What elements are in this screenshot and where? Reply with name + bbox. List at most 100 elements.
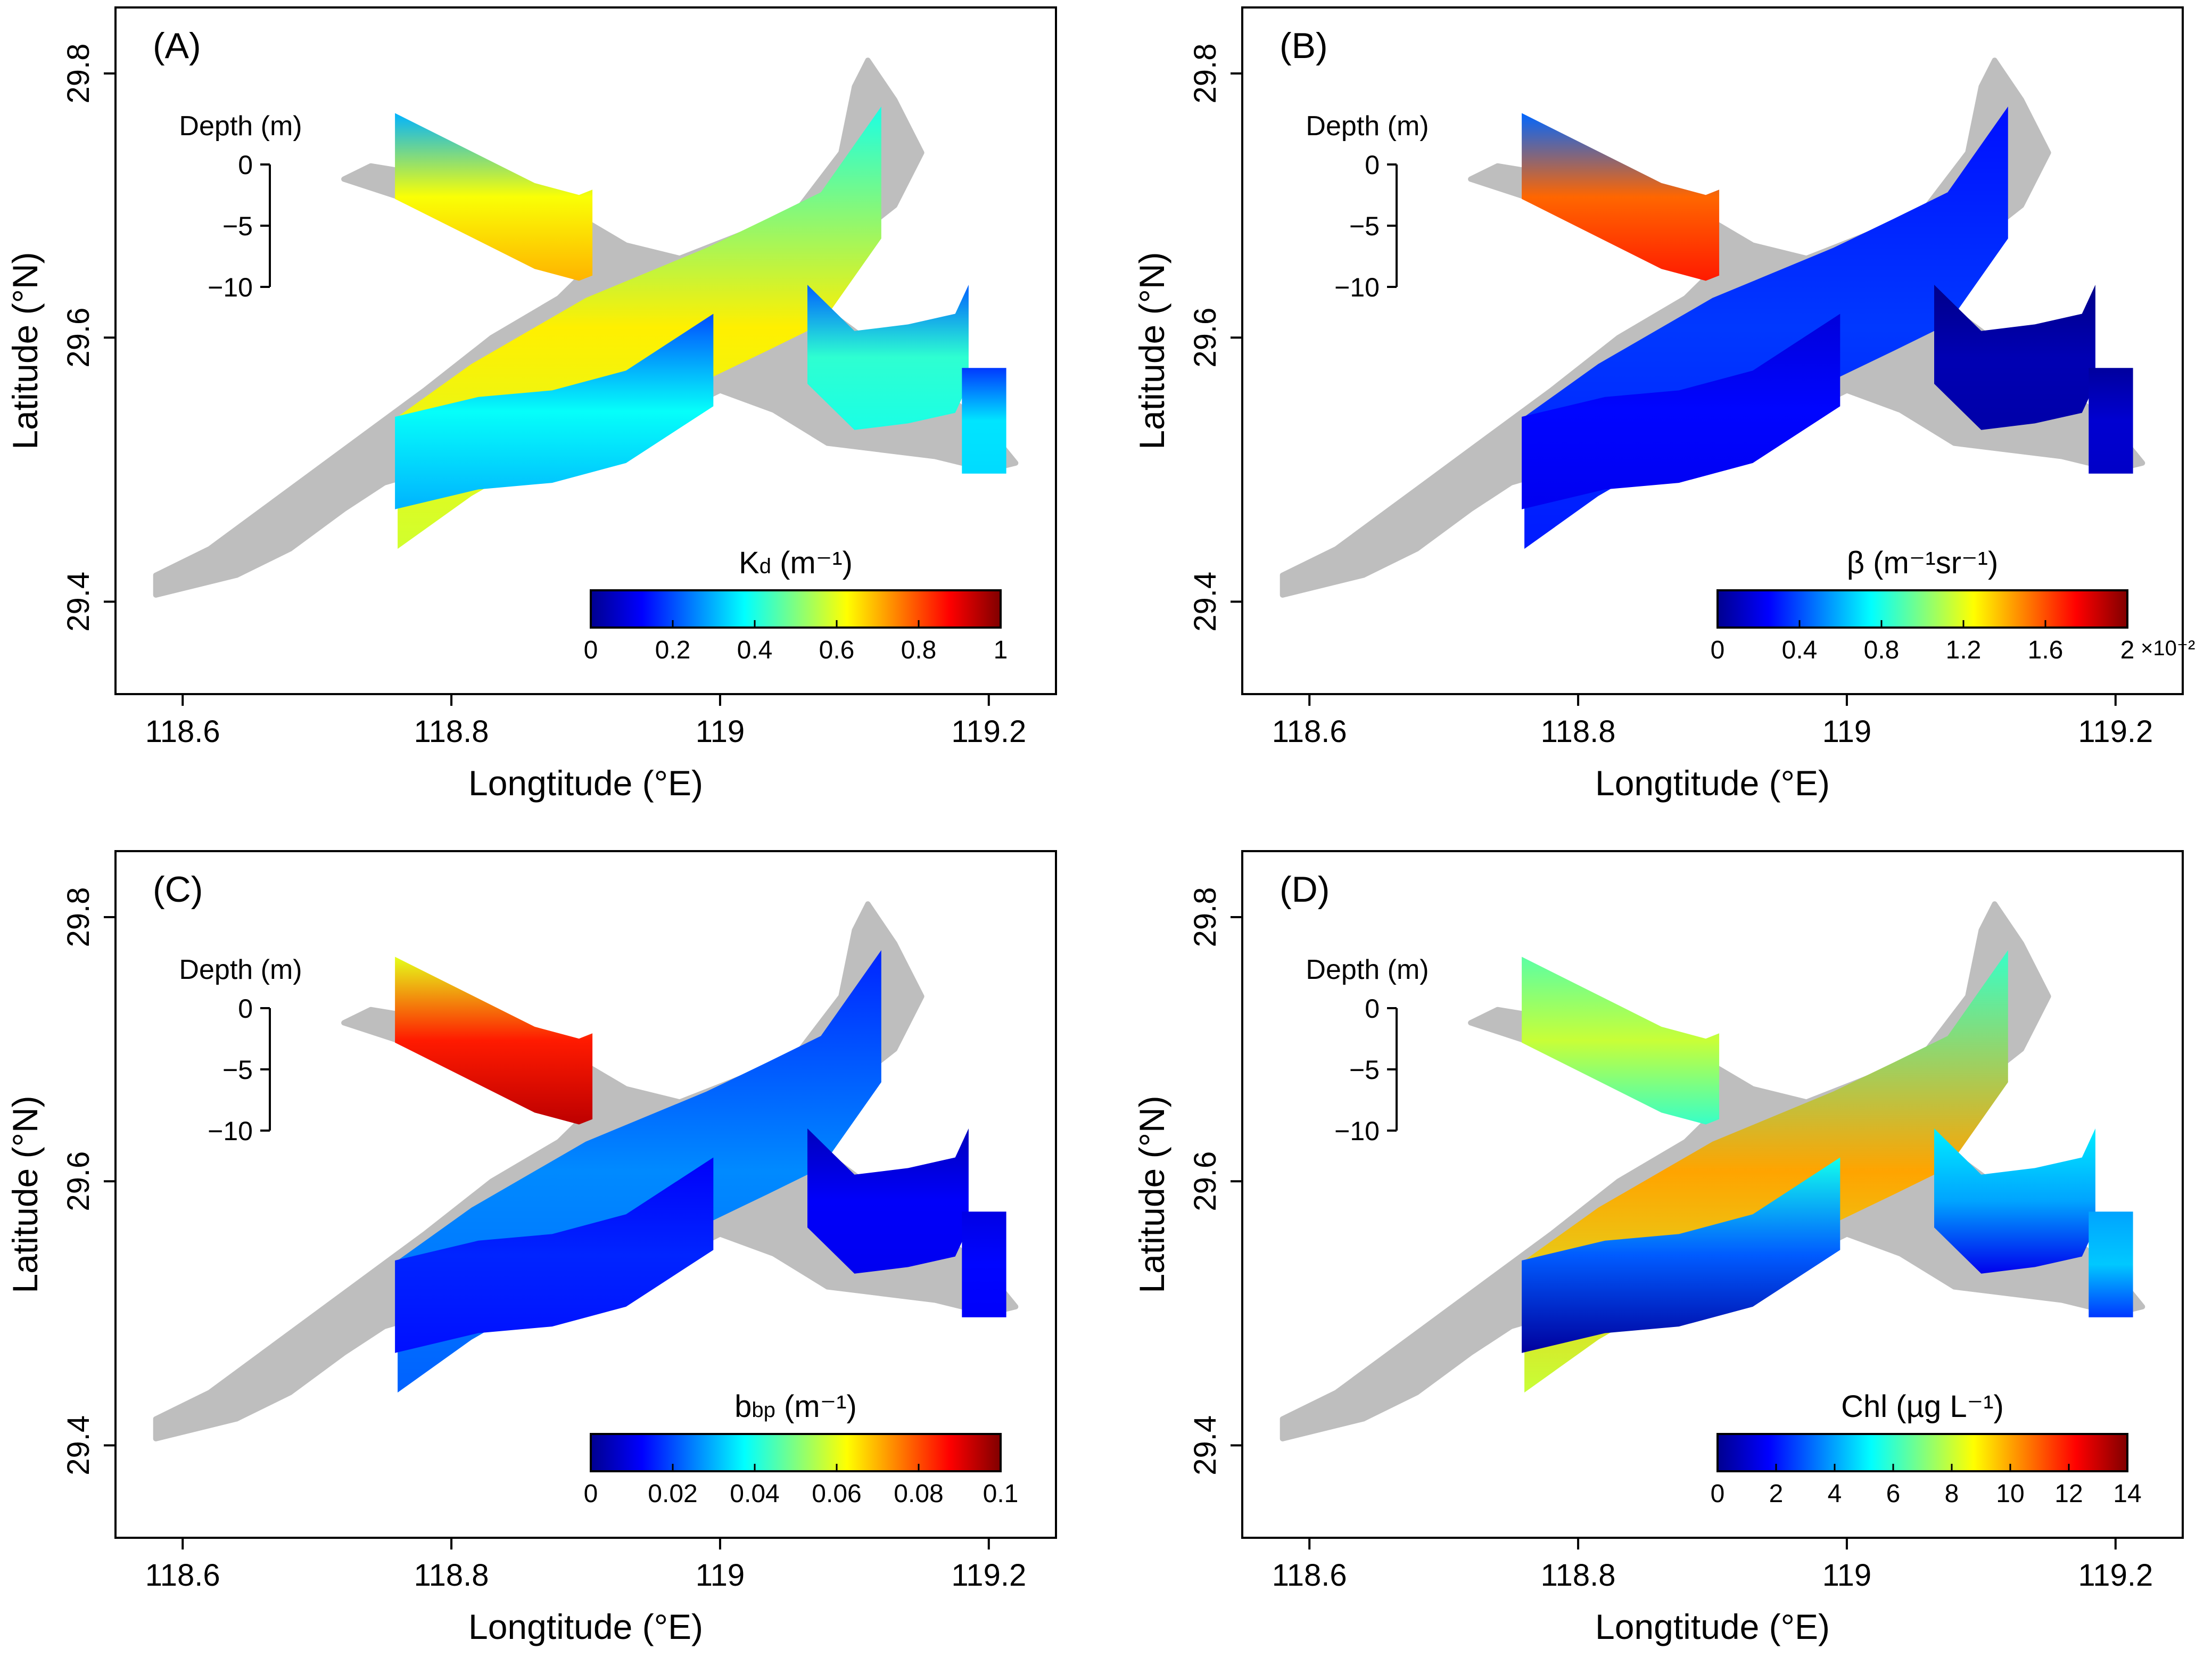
depth-tick-label: 0 (1365, 994, 1380, 1024)
y-tick-label: 29.4 (61, 1415, 96, 1476)
colorbar-tick-label: 0 (584, 1480, 598, 1508)
colorbar-tick-label: 1.2 (1946, 636, 1982, 664)
x-tick-label: 119.2 (2078, 1558, 2153, 1593)
y-tick-label: 29.4 (61, 572, 96, 632)
panel-label: (B) (1280, 26, 1328, 66)
y-tick-label: 29.6 (61, 1151, 96, 1211)
x-tick-label: 119.2 (951, 714, 1026, 749)
colorbar (590, 1433, 1002, 1472)
colorbar-tick-label: 14 (2113, 1480, 2141, 1508)
x-tick-label: 119.2 (951, 1558, 1026, 1593)
depth-tick-label: −5 (1349, 211, 1380, 241)
transect-southwest-main (395, 314, 714, 509)
x-tick-label: 118.8 (1541, 714, 1616, 749)
transect-southwest-main (395, 1157, 714, 1353)
x-tick-label: 118.6 (1272, 1558, 1347, 1593)
y-tick-label: 29.4 (1188, 1415, 1223, 1476)
transect-southeast-branch (807, 285, 969, 430)
colorbar-multiplier: ×10⁻² (2141, 637, 2195, 660)
y-tick-label: 29.6 (61, 308, 96, 368)
x-tick-label: 118.8 (414, 1558, 489, 1593)
colorbar-tick-label: 0.04 (730, 1480, 779, 1508)
depth-tick-label: −10 (208, 1116, 253, 1146)
colorbar-tick-label: 0 (584, 636, 598, 664)
y-tick-label: 29.4 (1188, 572, 1223, 632)
colorbar-tick-label: 0.2 (655, 636, 691, 664)
colorbar-tick-label: 2 (1769, 1480, 1784, 1508)
panel-c: (C) 118.6 118.8 119 119.2 Longtitude (°E) 29.4… (5, 850, 1057, 1646)
transect-southeast-branch (807, 1128, 969, 1274)
colorbar-title: β (m⁻¹sr⁻¹) (1847, 546, 1999, 580)
depth-tick-label: −10 (1334, 1116, 1380, 1146)
panel-b: (B) 118.6 118.8 119 119.2 Longtitude (°E) 29.4… (1132, 6, 2195, 803)
transect-east-end (2089, 1211, 2133, 1317)
transect-southeast-branch (1934, 1128, 2095, 1274)
y-tick-label: 29.8 (61, 887, 96, 947)
y-tick-label: 29.8 (1188, 44, 1223, 104)
colorbar-title-main: K (739, 546, 760, 580)
colorbar-tick-label: 1.6 (2028, 636, 2064, 664)
colorbar-tick-label: 0.1 (983, 1480, 1019, 1508)
colorbar-title-sub: d (760, 555, 771, 578)
transect-southwest-main (1522, 314, 1840, 509)
depth-tick-label: −10 (208, 273, 253, 302)
depth-tick-label: 0 (238, 150, 253, 180)
colorbar-tick-label: 0.08 (894, 1480, 943, 1508)
colorbar-tick-label: 10 (1996, 1480, 2024, 1508)
y-axis-title: Latitude (°N) (5, 252, 45, 449)
colorbar (590, 589, 1002, 629)
panel-a: (A) 118.6 118.8 119 119.2 Longtitude (°E) 29.4… (5, 6, 1057, 803)
colorbar (1716, 589, 2128, 629)
y-axis-title: Latitude (°N) (1132, 252, 1171, 449)
colorbar-title-unit: (µg L⁻¹) (1887, 1389, 2004, 1424)
x-axis-title: Longtitude (°E) (1595, 763, 1830, 803)
depth-tick-label: 0 (238, 994, 253, 1024)
y-axis-title: Latitude (°N) (5, 1095, 45, 1293)
x-tick-label: 118.8 (414, 714, 489, 749)
colorbar-tick-label: 0.06 (812, 1480, 861, 1508)
colorbar-tick-label: 12 (2054, 1480, 2083, 1508)
colorbar-title-main: β (1847, 546, 1864, 580)
panel-label: (D) (1280, 869, 1330, 910)
y-tick-label: 29.8 (1188, 887, 1223, 947)
transect-east-end (962, 368, 1006, 474)
depth-scale-title: Depth (m) (1306, 111, 1429, 142)
panel-label: (C) (153, 869, 203, 910)
depth-scale-title: Depth (m) (179, 111, 302, 142)
x-tick-label: 118.6 (1272, 714, 1347, 749)
depth-scale-title: Depth (m) (179, 954, 302, 985)
colorbar-title-unit: (m⁻¹) (775, 1389, 857, 1424)
x-tick-label: 119 (696, 1558, 745, 1593)
x-tick-label: 119 (1822, 1558, 1871, 1593)
transect-northwest-arm (395, 957, 593, 1125)
x-tick-label: 119 (696, 714, 745, 749)
colorbar-tick-label: 1 (994, 636, 1008, 664)
transect-east-end (2089, 368, 2133, 474)
transect-southeast-branch (1934, 285, 2095, 430)
transect-east-end (962, 1211, 1006, 1317)
x-axis-title: Longtitude (°E) (468, 763, 703, 803)
colorbar-tick-label: 0.4 (737, 636, 773, 664)
colorbar-tick-label: 4 (1828, 1480, 1842, 1508)
y-tick-label: 29.6 (1188, 1151, 1223, 1211)
colorbar-tick-label: 0.8 (901, 636, 937, 664)
y-axis-title: Latitude (°N) (1132, 1095, 1171, 1293)
depth-tick-label: −5 (1349, 1055, 1380, 1085)
transect-northwest-arm (1522, 113, 1720, 281)
depth-tick-label: 0 (1365, 150, 1380, 180)
colorbar-title: bbp (m⁻¹) (734, 1389, 857, 1424)
colorbar-title-sub: bp (752, 1398, 775, 1422)
x-tick-label: 119.2 (2078, 714, 2153, 749)
transect-northwest-arm (1522, 957, 1720, 1125)
x-axis-title: Longtitude (°E) (468, 1607, 703, 1646)
panel-d: (D) 118.6 118.8 119 119.2 Longtitude (°E) 29.4… (1132, 850, 2184, 1646)
colorbar-tick-label: 0.02 (648, 1480, 697, 1508)
transect-northwest-arm (395, 113, 593, 281)
y-tick-label: 29.8 (61, 44, 96, 104)
y-tick-label: 29.6 (1188, 308, 1223, 368)
depth-scale-title: Depth (m) (1306, 954, 1429, 985)
colorbar-title-main: Chl (1841, 1389, 1887, 1424)
transect-southwest-main (1522, 1157, 1840, 1353)
colorbar-tick-label: 0.8 (1864, 636, 1900, 664)
